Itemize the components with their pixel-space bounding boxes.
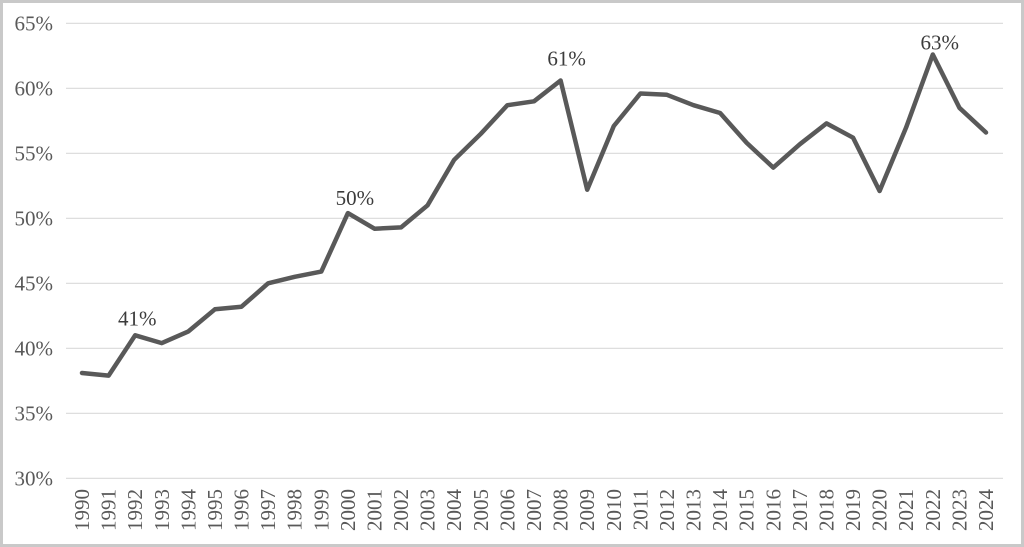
x-axis-tick-label: 1999 xyxy=(309,489,333,531)
x-axis-tick-label: 1993 xyxy=(150,489,174,531)
data-point-label: 63% xyxy=(921,31,960,55)
x-axis-tick-label: 2012 xyxy=(655,489,679,531)
x-axis-tick-label: 1997 xyxy=(256,489,280,531)
y-axis-tick-label: 30% xyxy=(15,466,54,490)
x-axis-tick-label: 2006 xyxy=(495,489,519,531)
x-axis-tick-label: 2003 xyxy=(416,489,440,531)
x-axis-tick-label: 2021 xyxy=(894,489,918,531)
x-axis-tick-label: 2007 xyxy=(522,489,546,531)
x-axis-tick-label: 2024 xyxy=(974,489,998,532)
y-axis-tick-label: 50% xyxy=(15,206,54,230)
x-axis-tick-label: 2017 xyxy=(788,489,812,531)
x-axis-tick-label: 2014 xyxy=(708,489,732,532)
x-axis-tick-label: 1990 xyxy=(70,489,94,531)
y-axis-tick-label: 60% xyxy=(15,76,54,100)
data-point-label: 61% xyxy=(547,47,586,71)
x-axis-tick-label: 2010 xyxy=(602,489,626,531)
x-axis-tick-label: 2016 xyxy=(761,489,785,531)
data-point-label: 50% xyxy=(336,186,375,210)
x-axis-tick-label: 2001 xyxy=(363,489,387,531)
x-axis-tick-label: 2002 xyxy=(389,489,413,531)
x-axis-tick-label: 2018 xyxy=(815,489,839,531)
x-axis-tick-label: 2008 xyxy=(549,489,573,531)
x-axis-tick-label: 2015 xyxy=(735,489,759,531)
data-series-line xyxy=(79,52,989,378)
x-axis-tick-label: 1998 xyxy=(283,489,307,531)
x-axis-tick-label: 1994 xyxy=(176,489,200,532)
x-axis-tick-label: 2022 xyxy=(921,489,945,531)
x-axis-tick-label: 2023 xyxy=(947,489,971,531)
x-axis-tick-label: 1992 xyxy=(123,489,147,531)
line-chart: 30% 35% 40% 45% 50% 55% 60% 65% 1990 1991 1992 1993… xyxy=(15,11,1003,532)
x-axis-tick-label: 2019 xyxy=(841,489,865,531)
y-axis-tick-label: 35% xyxy=(15,401,54,425)
x-axis-tick-label: 2005 xyxy=(469,489,493,531)
x-axis-tick-label: 2011 xyxy=(628,489,652,530)
x-axis-tick-label: 1996 xyxy=(230,489,254,531)
x-axis-tick-label: 2000 xyxy=(336,489,360,531)
y-axis-tick-label: 40% xyxy=(15,336,54,360)
y-axis-tick-label: 45% xyxy=(15,271,54,295)
x-axis-tick-label: 1995 xyxy=(203,489,227,531)
x-axis-tick-label: 1991 xyxy=(97,489,121,531)
x-axis-tick-label: 2013 xyxy=(682,489,706,531)
x-axis-tick-label: 2020 xyxy=(868,489,892,531)
y-axis-tick-label: 65% xyxy=(15,11,54,35)
data-point-label: 41% xyxy=(118,306,157,330)
x-axis-tick-label: 2009 xyxy=(575,489,599,531)
x-axis-tick-label: 2004 xyxy=(442,489,466,532)
y-axis-tick-label: 55% xyxy=(15,141,54,165)
